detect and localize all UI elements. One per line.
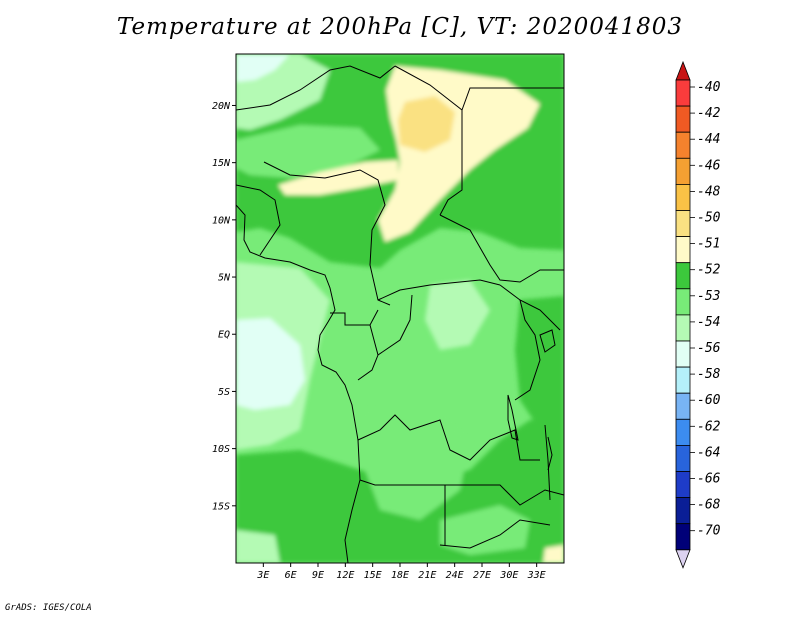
x-tick-label: 30E xyxy=(499,570,518,581)
colorbar-label: -48 xyxy=(697,184,721,199)
colorbar-label: -62 xyxy=(697,419,721,434)
border-eq-guinea-gabon xyxy=(330,309,379,326)
colorbar-top-arrow xyxy=(675,60,691,81)
x-tick-label: 21E xyxy=(418,570,436,581)
field-patch-atlantic-core xyxy=(236,318,305,410)
colorbar-label: -42 xyxy=(697,106,721,121)
border-zambia xyxy=(445,484,564,506)
field-patch-core xyxy=(398,96,455,152)
colorbar-swatch xyxy=(675,210,691,238)
colorbar-swatch xyxy=(675,497,691,525)
border-gabon-congo xyxy=(357,324,379,381)
border-angola-zambia xyxy=(359,479,446,545)
colorbar-label: -52 xyxy=(697,263,721,278)
border-east-drc xyxy=(514,299,541,401)
field-patch-sahel-light xyxy=(236,125,380,178)
colorbar-label: -50 xyxy=(697,211,721,226)
coastline-west xyxy=(236,204,361,563)
colorbar-swatch xyxy=(675,444,691,472)
border-car-sudan xyxy=(439,214,564,283)
field-patch-sw xyxy=(236,530,280,563)
colorbar-swatch xyxy=(675,471,691,499)
x-tick-label: 9E xyxy=(312,570,324,581)
colorbar-label: -53 xyxy=(697,289,720,304)
colorbar-swatch xyxy=(675,366,691,394)
colorbar-label: -70 xyxy=(697,524,721,539)
colorbar-swatch xyxy=(675,79,691,107)
y-tick-label: 20N xyxy=(212,101,231,112)
temperature-field xyxy=(236,54,564,563)
colorbar-bottom-arrow xyxy=(675,549,691,569)
x-tick-label: 24E xyxy=(446,570,464,581)
border-sahara xyxy=(236,65,396,111)
y-tick-label: 5S xyxy=(218,387,230,398)
x-tick-label: 6E xyxy=(285,570,297,581)
x-tick-label: 18E xyxy=(391,570,409,581)
colorbar-label: -54 xyxy=(697,315,720,330)
colorbar-swatch xyxy=(675,105,691,133)
colorbar-label: -44 xyxy=(697,132,720,147)
colorbar-label: -68 xyxy=(697,498,721,513)
y-tick-label: 15N xyxy=(212,158,231,169)
colorbar-swatch xyxy=(675,392,691,420)
field-patch-se xyxy=(440,505,530,555)
colorbar-swatch xyxy=(675,262,691,290)
colorbar-label: -51 xyxy=(697,237,720,252)
border-west-africa xyxy=(236,184,281,256)
x-tick-label: 15E xyxy=(364,570,382,581)
border-tanzania xyxy=(544,424,551,501)
colorbar-swatch xyxy=(675,157,691,185)
x-tick-label: 3E xyxy=(256,570,269,581)
colorbar-label: -56 xyxy=(697,341,721,356)
border-uganda xyxy=(499,284,561,331)
border-zambia-zimbabwe xyxy=(439,519,551,549)
colorbar-label: -40 xyxy=(697,80,721,95)
border-car-drc xyxy=(377,279,501,301)
x-tick-label: 33E xyxy=(527,570,546,581)
colorbar-swatch xyxy=(675,523,691,551)
field-patch-se-corner xyxy=(543,545,564,563)
x-axis: 3E 6E 9E 12E 15E 18E 21E 24E 27E 30E 33E xyxy=(256,563,546,581)
border-nigeria-cameroon xyxy=(263,161,391,306)
y-tick-label: 10S xyxy=(212,444,230,455)
border-chad xyxy=(394,65,463,216)
colorbar-label: -58 xyxy=(697,367,721,382)
colorbar-swatch xyxy=(675,314,691,342)
field-patch-angola xyxy=(360,410,470,520)
border-congo-drc xyxy=(377,294,413,356)
colorbar-label: -46 xyxy=(697,158,721,173)
colorbar-label: -60 xyxy=(697,393,721,408)
field-patch-streak xyxy=(278,160,398,195)
x-tick-label: 12E xyxy=(336,570,354,581)
lake-malawi xyxy=(547,436,553,471)
colorbar: -40 -42 -44 -46 -48 -50 -51 -52 -53 -54 -56 -58 -60 -… xyxy=(675,60,721,569)
field-patch-congo xyxy=(425,280,490,350)
colorbar-label: -64 xyxy=(697,445,720,460)
lake-victoria xyxy=(539,329,556,353)
map-title: Temperature at 200hPa [C], VT: 202004180… xyxy=(116,14,684,40)
y-axis: 20N 15N 10N 5N EQ 5S 10S 15S xyxy=(212,101,236,512)
y-tick-label: EQ xyxy=(218,330,230,341)
colorbar-swatch xyxy=(675,418,691,446)
field-patch-nw-corner xyxy=(236,54,290,82)
colorbar-swatch xyxy=(675,340,691,368)
lake-tanganyika xyxy=(507,394,519,441)
border-egypt-sudan xyxy=(461,87,564,111)
colorbar-swatch xyxy=(675,131,691,159)
colorbar-label: -66 xyxy=(697,472,721,487)
y-tick-label: 5N xyxy=(218,273,231,284)
colorbar-swatch xyxy=(675,183,691,211)
x-tick-label: 27E xyxy=(473,570,491,581)
colorbar-swatch xyxy=(675,288,691,316)
y-tick-label: 15S xyxy=(212,501,230,512)
colorbar-swatch xyxy=(675,236,691,264)
y-tick-label: 10N xyxy=(212,215,231,226)
footer-credit: GrADS: IGES/COLA xyxy=(5,603,92,613)
borders xyxy=(236,65,564,563)
